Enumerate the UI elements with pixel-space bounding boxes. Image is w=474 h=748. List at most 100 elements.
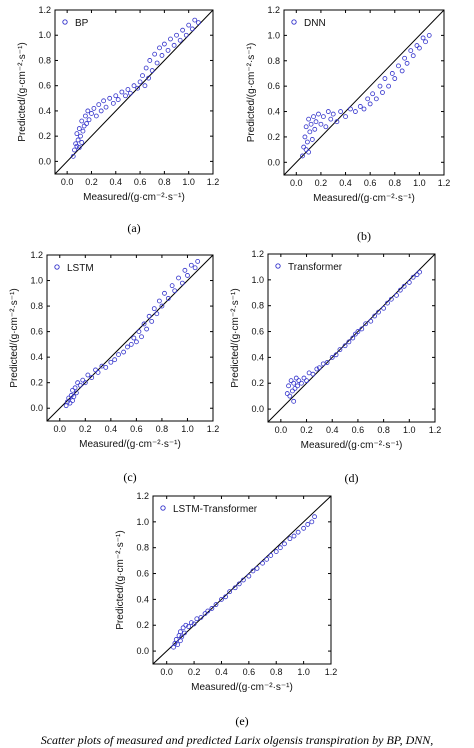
- y-tick-label: 0.8: [30, 301, 43, 311]
- x-tick-label: 1.2: [325, 667, 338, 677]
- x-tick-label: 0.4: [215, 667, 228, 677]
- data-point: [363, 321, 369, 327]
- data-point: [192, 265, 198, 271]
- data-point: [368, 318, 374, 324]
- y-tick-label: 0.0: [38, 156, 51, 166]
- data-point: [159, 53, 165, 58]
- data-point: [66, 395, 72, 401]
- data-point: [402, 55, 408, 61]
- reference-line: [268, 254, 435, 422]
- data-point: [205, 608, 211, 614]
- data-point: [96, 102, 102, 108]
- data-point: [151, 306, 157, 312]
- data-point: [198, 615, 204, 620]
- data-point: [136, 329, 142, 335]
- data-point: [301, 144, 307, 150]
- x-tick-label: 1.0: [413, 178, 426, 188]
- y-tick-label: 1.0: [38, 30, 51, 40]
- data-point: [68, 393, 74, 398]
- data-point: [389, 71, 395, 76]
- data-point: [333, 352, 339, 358]
- data-point: [250, 568, 256, 574]
- data-point: [306, 149, 312, 155]
- data-point: [246, 573, 252, 579]
- data-point: [385, 300, 390, 306]
- y-tick-label: 0.8: [251, 301, 264, 311]
- y-tick-label: 0.8: [136, 543, 149, 553]
- data-point: [386, 83, 392, 89]
- x-axis-label: Measured/(g·cm⁻²·s⁻¹): [301, 440, 403, 451]
- data-point: [98, 108, 104, 114]
- data-point: [291, 533, 297, 539]
- data-point: [305, 522, 311, 527]
- y-axis-label: Predicted/(g·cm⁻²·s⁻¹): [230, 288, 241, 387]
- legend-marker: [54, 264, 60, 270]
- data-point: [260, 560, 265, 566]
- data-point: [312, 126, 318, 132]
- y-tick-label: 0.2: [30, 378, 43, 388]
- data-point: [112, 357, 118, 363]
- x-tick-label: 0.0: [54, 424, 67, 434]
- x-axis-label: Measured/(g·cm⁻²·s⁻¹): [191, 682, 293, 693]
- data-point: [324, 360, 330, 365]
- data-point: [89, 111, 94, 116]
- plot-frame: [152, 495, 332, 665]
- plot-frame: [283, 9, 445, 176]
- data-point: [316, 111, 321, 117]
- x-axis-label: Measured/(g·cm⁻²·s⁻¹): [79, 439, 181, 450]
- figure-caption: Scatter plots of measured and predicted …: [40, 733, 434, 747]
- data-point: [416, 45, 422, 51]
- x-tick-label: 0.8: [389, 178, 402, 188]
- data-point: [82, 113, 88, 119]
- data-point: [191, 621, 197, 627]
- data-point: [86, 117, 92, 123]
- data-point: [72, 385, 78, 391]
- data-point: [367, 101, 373, 107]
- reference-line: [153, 496, 331, 664]
- plot-frame: [46, 254, 214, 422]
- data-point: [179, 280, 185, 286]
- y-tick-label: 0.0: [30, 403, 43, 413]
- data-point: [312, 514, 317, 520]
- data-point: [77, 382, 83, 388]
- y-tick-label: 0.2: [38, 131, 51, 141]
- data-point: [182, 267, 188, 273]
- data-point: [182, 630, 187, 636]
- y-tick-label: 0.4: [136, 594, 149, 604]
- data-point: [72, 147, 77, 153]
- data-point: [240, 577, 246, 583]
- data-point: [209, 606, 215, 611]
- chart-panel-3: 0.0 0.2 0.4 0.6 0.8 1.0 1.2 0.0 0.2 0.4 0.6 0.8 1.0 1…: [9, 250, 219, 484]
- x-tick-label: 0.8: [270, 667, 283, 677]
- data-point: [174, 32, 179, 38]
- legend-marker: [275, 263, 281, 269]
- data-point: [372, 313, 378, 319]
- x-tick-label: 0.8: [156, 424, 169, 434]
- data-point: [171, 42, 177, 48]
- data-point: [146, 313, 152, 319]
- data-point: [175, 642, 181, 648]
- y-axis-label: Predicted/(g·cm⁻²·s⁻¹): [17, 42, 28, 141]
- x-tick-label: 0.0: [275, 425, 288, 435]
- data-point: [79, 140, 85, 145]
- data-point: [236, 581, 242, 587]
- data-point: [352, 109, 358, 114]
- y-tick-label: 1.2: [251, 249, 264, 259]
- data-point: [373, 96, 379, 102]
- y-tick-label: 0.2: [251, 378, 264, 388]
- data-point: [397, 287, 403, 293]
- x-tick-label: 1.2: [207, 177, 220, 187]
- data-point: [154, 60, 160, 66]
- x-tick-label: 0.6: [352, 425, 365, 435]
- data-point: [89, 375, 95, 380]
- data-point: [192, 17, 198, 23]
- data-point: [284, 391, 290, 396]
- data-point: [303, 124, 309, 130]
- y-tick-label: 0.6: [38, 81, 51, 91]
- data-point: [108, 359, 114, 365]
- data-point: [295, 383, 300, 389]
- y-tick-label: 0.8: [267, 56, 280, 66]
- legend-label: LSTM: [67, 263, 94, 274]
- data-point: [74, 143, 80, 149]
- legend-label: Transformer: [288, 262, 343, 273]
